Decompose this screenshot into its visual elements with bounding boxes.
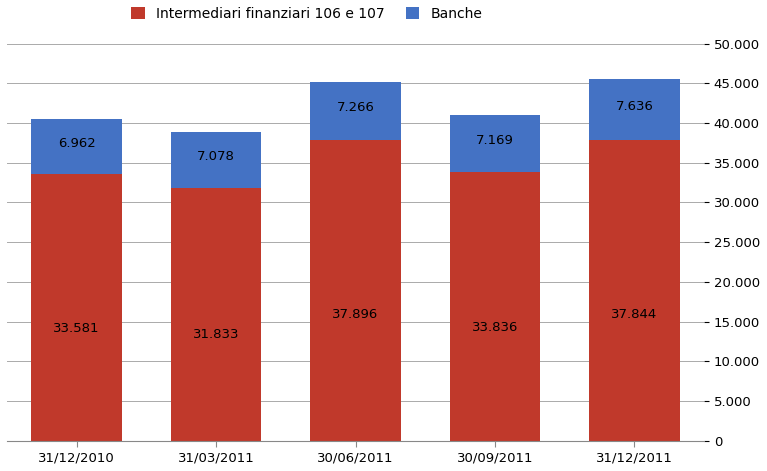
Text: 7.636: 7.636	[615, 100, 653, 113]
Bar	[171, 188, 262, 441]
Bar	[310, 140, 401, 441]
Bar	[171, 131, 262, 188]
Bar	[589, 80, 680, 140]
Bar	[31, 174, 122, 441]
Bar	[449, 172, 540, 441]
Text: 31.833: 31.833	[193, 328, 239, 341]
Text: 7.266: 7.266	[337, 101, 374, 114]
Text: 7.169: 7.169	[476, 134, 514, 147]
Bar	[31, 119, 122, 174]
Text: 33.836: 33.836	[472, 321, 518, 334]
Bar	[589, 140, 680, 441]
Bar	[310, 82, 401, 140]
Legend: Intermediari finanziari 106 e 107, Banche: Intermediari finanziari 106 e 107, Banch…	[127, 3, 486, 25]
Text: 37.896: 37.896	[332, 308, 379, 321]
Text: 7.078: 7.078	[197, 150, 235, 163]
Text: 6.962: 6.962	[58, 137, 96, 150]
Bar	[449, 115, 540, 172]
Text: 37.844: 37.844	[611, 308, 657, 321]
Text: 33.581: 33.581	[54, 322, 100, 335]
